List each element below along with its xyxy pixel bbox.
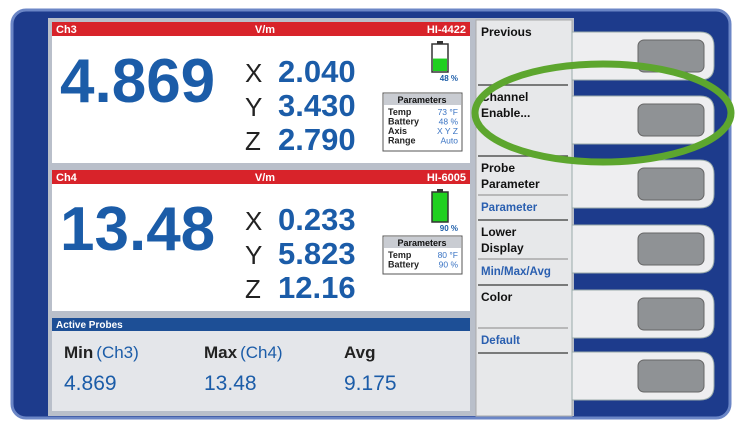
- battery-cap: [437, 189, 443, 192]
- soft-key[interactable]: [637, 103, 705, 137]
- stat-source: (Ch4): [240, 343, 283, 362]
- channel-name: Ch4: [56, 172, 78, 184]
- axis-label: Y: [245, 240, 262, 270]
- soft-key[interactable]: [637, 359, 705, 393]
- axis-label: X: [245, 58, 262, 88]
- stat-label: Max: [204, 343, 238, 362]
- soft-key[interactable]: [637, 232, 705, 266]
- menu-label: Color: [481, 290, 513, 304]
- stat-label: Avg: [344, 343, 376, 362]
- battery-level: [433, 58, 447, 71]
- stat-value: 13.48: [204, 372, 257, 395]
- parameters-header: [384, 237, 461, 248]
- parameter-value: Auto: [441, 136, 459, 146]
- channel-header: [52, 170, 470, 184]
- probe-model: HI-4422: [427, 24, 466, 36]
- probe-model: HI-6005: [427, 172, 466, 184]
- parameter-value: 80 °F: [438, 250, 458, 260]
- stat-value: 4.869: [64, 372, 117, 395]
- menu-column: [475, 19, 573, 417]
- channel-header: [52, 22, 470, 36]
- menu-label: Enable...: [481, 106, 530, 120]
- axis-value: 2.790: [278, 122, 356, 157]
- axis-value: 0.233: [278, 202, 356, 237]
- parameter-value: 48 %: [439, 117, 459, 127]
- parameter-name: Temp: [388, 250, 412, 260]
- battery: [431, 191, 449, 223]
- channel-name: Ch3: [56, 24, 77, 36]
- stat-value: 9.175: [344, 372, 397, 395]
- parameters-title: Parameters: [397, 238, 446, 248]
- stat-source: (Ch3): [96, 343, 139, 362]
- menu-label: Display: [481, 241, 524, 255]
- axis-label: X: [245, 206, 262, 236]
- highlight-ring: [471, 60, 735, 166]
- parameter-name: Battery: [388, 117, 419, 127]
- parameter-name: Axis: [388, 126, 407, 136]
- main-reading: 13.48: [60, 195, 215, 264]
- axis-label: Y: [245, 92, 262, 122]
- menu-option: Default: [481, 335, 520, 347]
- channel-unit: V/m: [255, 172, 275, 184]
- axis-label: Z: [245, 126, 261, 156]
- soft-key[interactable]: [637, 167, 705, 201]
- parameters-title: Parameters: [397, 95, 446, 105]
- parameter-name: Range: [388, 136, 416, 146]
- axis-value: 3.430: [278, 88, 356, 123]
- menu-option: Min/Max/Avg: [481, 266, 551, 278]
- parameters-header: [384, 94, 461, 105]
- soft-key[interactable]: [637, 297, 705, 331]
- channel-unit: V/m: [255, 24, 275, 36]
- active-probes-header: [52, 318, 470, 331]
- menu-label: Probe: [481, 161, 515, 175]
- axis-value: 2.040: [278, 54, 356, 89]
- stat-label: Min: [64, 343, 93, 362]
- parameter-value: 73 °F: [438, 107, 458, 117]
- active-probes-panel: [52, 331, 470, 411]
- battery-percent: 48 %: [440, 74, 458, 83]
- axis-label: Z: [245, 274, 261, 304]
- parameter-value: X Y Z: [437, 126, 458, 136]
- parameter-name: Temp: [388, 107, 412, 117]
- axis-value: 5.823: [278, 236, 356, 271]
- main-reading: 4.869: [60, 47, 215, 116]
- parameter-value: 90 %: [439, 260, 459, 270]
- menu-label: Parameter: [481, 177, 540, 191]
- menu-label: Lower: [481, 225, 517, 239]
- menu-label: Previous: [481, 25, 532, 39]
- active-probes-title: Active Probes: [56, 320, 123, 331]
- parameter-name: Battery: [388, 260, 419, 270]
- axis-value: 12.16: [278, 270, 356, 305]
- battery-cap: [437, 41, 443, 44]
- menu-label: Channel: [481, 90, 528, 104]
- battery-percent: 90 %: [440, 224, 458, 233]
- menu-option: Parameter: [481, 202, 538, 214]
